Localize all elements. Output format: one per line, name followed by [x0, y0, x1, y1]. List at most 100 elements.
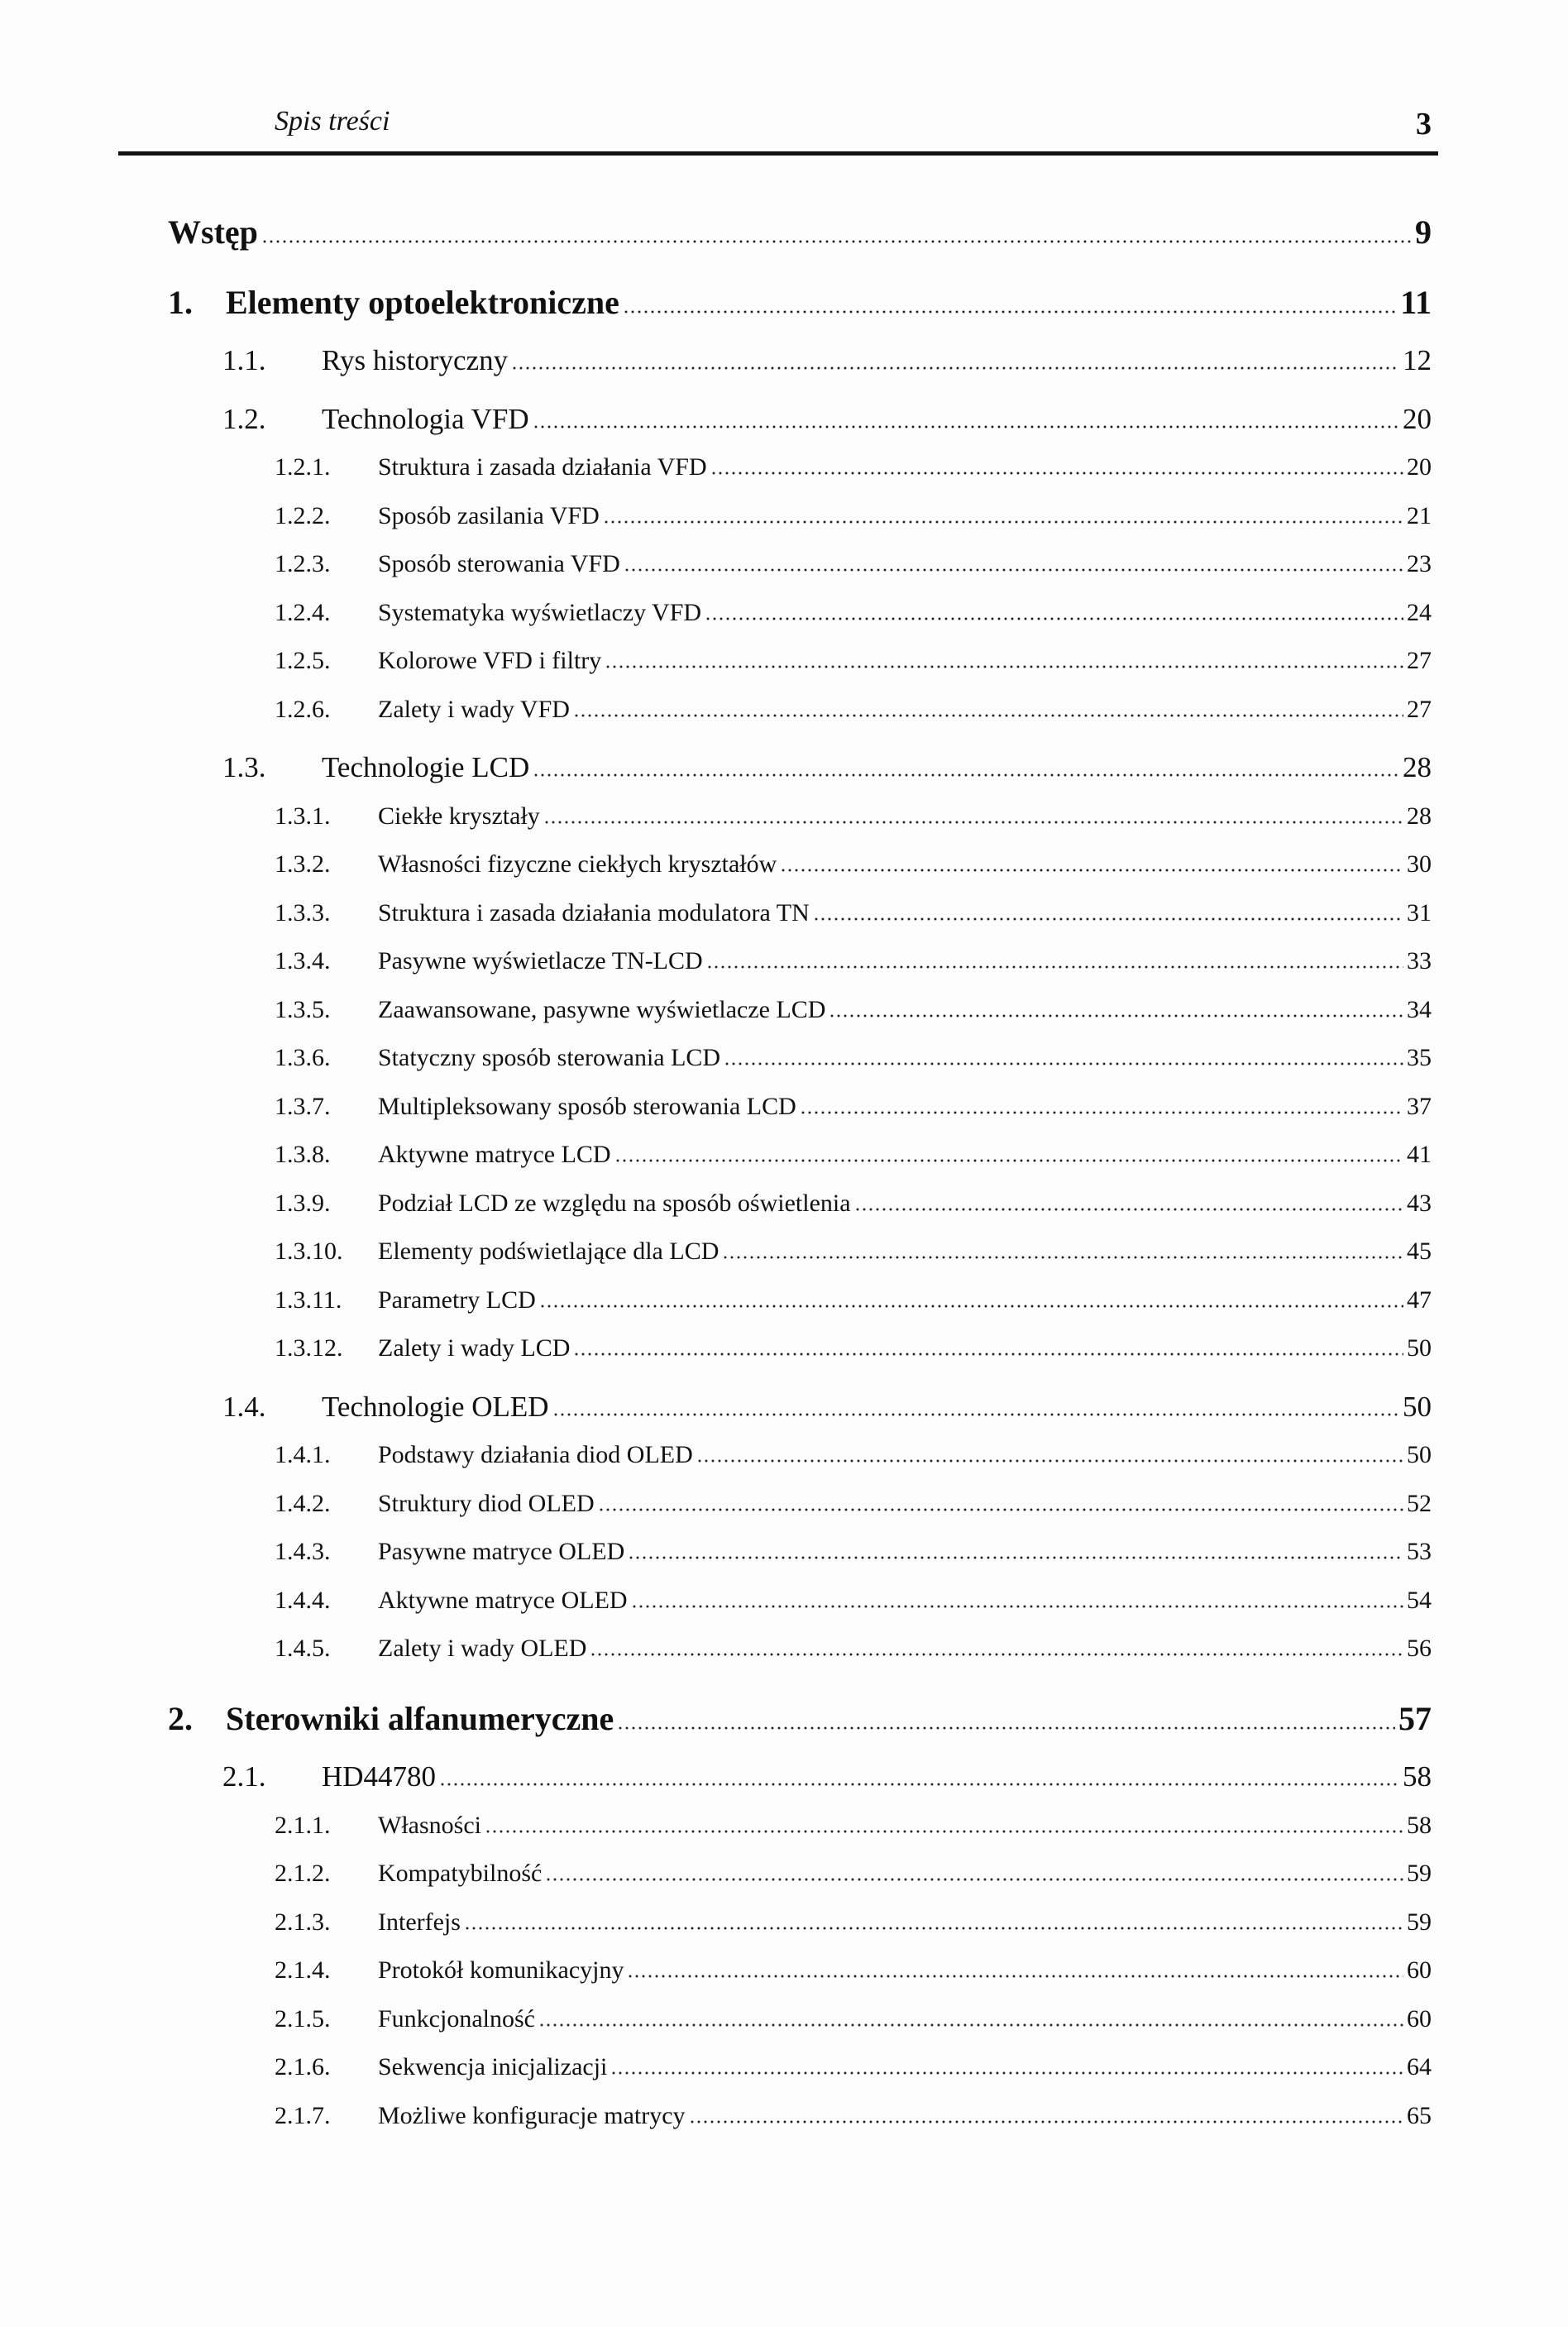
entry-title: Aktywne matryce LCD	[378, 1141, 611, 1168]
toc-entry: 1.3.2. Własności fizyczne ciekłych kryszt…	[168, 840, 1432, 889]
entry-page: 23	[1407, 550, 1432, 577]
table-of-contents: Wstęp 9 1. Elementy optoelektroniczne 11 1.1.…	[168, 208, 1432, 2140]
entry-title: Struktura i zasada działania VFD	[378, 453, 707, 481]
entry-number: 1.3.3.	[275, 898, 331, 926]
toc-entry: 2. Sterowniki alfanumeryczne 57	[168, 1695, 1432, 1744]
toc-entry: 2.1.3. Interfejs 59	[168, 1898, 1432, 1947]
entry-number: 1.3.5.	[275, 995, 331, 1023]
entry-number: 1.3.9.	[275, 1189, 331, 1217]
toc-entry: 2.1.2. Kompatybilność 59	[168, 1850, 1432, 1898]
entry-page: 50	[1403, 1390, 1432, 1423]
entry-title: Ciekłe kryształy	[378, 802, 540, 830]
dot-leader	[605, 665, 1403, 668]
entry-number: 1.3.1.	[275, 802, 331, 830]
entry-number: 1.2.	[222, 402, 266, 435]
dot-leader	[533, 773, 1399, 777]
toc-entry: 1.2.4. Systematyka wyświetlaczy VFD 24	[168, 589, 1432, 638]
dot-leader	[261, 240, 1412, 243]
dot-leader	[602, 520, 1403, 524]
toc-entry: 2.1.4. Protokół komunikacyjny 60	[168, 1946, 1432, 1995]
entry-title: Kompatybilność	[378, 1860, 543, 1887]
dot-leader	[622, 309, 1398, 314]
entry-page: 24	[1407, 598, 1432, 626]
entry-number: 1.4.	[222, 1390, 266, 1423]
entry-page: 53	[1407, 1538, 1432, 1565]
entry-number: 1.4.1.	[275, 1441, 331, 1468]
dot-leader	[538, 2023, 1403, 2027]
entry-number: 1.3.11.	[275, 1286, 342, 1314]
entry-page: 27	[1407, 647, 1432, 674]
entry-page: 59	[1407, 1860, 1432, 1887]
entry-number: 1.3.2.	[275, 850, 331, 878]
toc-entry: 1.1. Rys historyczny 12	[168, 337, 1432, 385]
entry-title: Podział LCD ze względu na sposób oświetl…	[378, 1189, 851, 1217]
dot-leader	[724, 1062, 1403, 1065]
entry-number: 1.3.	[222, 751, 266, 783]
entry-number: 1.4.5.	[275, 1635, 331, 1662]
entry-title: Możliwe konfiguracje matrycy	[378, 2101, 686, 2129]
entry-number: 2.1.2.	[275, 1860, 331, 1887]
entry-title: Struktura i zasada działania modulatora …	[378, 898, 810, 926]
toc-entry: 1.3.5. Zaawansowane, pasywne wyświetlacze…	[168, 986, 1432, 1035]
entry-page: 37	[1407, 1092, 1432, 1120]
entry-title: Technologie OLED	[322, 1390, 549, 1423]
entry-number: 2.1.	[222, 1760, 266, 1793]
entry-page: 45	[1407, 1238, 1432, 1265]
dot-leader	[722, 1256, 1403, 1259]
entry-page: 47	[1407, 1286, 1432, 1314]
dot-leader	[532, 424, 1399, 429]
entry-number: 1.3.10.	[275, 1238, 343, 1265]
entry-page: 12	[1403, 344, 1432, 376]
dot-leader	[610, 2071, 1403, 2075]
dot-leader	[573, 1353, 1403, 1356]
entry-title: Własności fizyczne ciekłych kryształów	[378, 850, 777, 878]
entry-title: Zalety i wady LCD	[378, 1334, 571, 1362]
entry-number: 1.2.4.	[275, 598, 331, 626]
entry-title: Multipleksowany sposób sterowania LCD	[378, 1092, 796, 1120]
entry-title: Podstawy działania diod OLED	[378, 1441, 693, 1468]
dot-leader	[484, 1829, 1403, 1833]
dot-leader	[630, 1604, 1403, 1608]
entry-page: 21	[1407, 501, 1432, 529]
toc-entry: 1. Elementy optoelektroniczne 11	[168, 279, 1432, 328]
toc-entry: 1.2.6. Zalety i wady VFD 27	[168, 686, 1432, 735]
entry-number: 1.3.8.	[275, 1141, 331, 1168]
entry-page: 50	[1407, 1441, 1432, 1468]
entry-page: 33	[1407, 947, 1432, 974]
entry-title: Interfejs	[378, 1908, 461, 1936]
dot-leader	[552, 1412, 1399, 1416]
entry-page: 27	[1407, 695, 1432, 723]
toc-entry: 1.2.3. Sposób sterowania VFD 23	[168, 540, 1432, 589]
toc-entry: 2.1.5. Funkcjonalność 60	[168, 1995, 1432, 2044]
header-rule	[118, 151, 1438, 156]
entry-title: Rys historyczny	[322, 344, 509, 376]
entry-title: Systematyka wyświetlaczy VFD	[378, 598, 702, 626]
entry-page: 9	[1415, 213, 1432, 251]
entry-number: 1.4.4.	[275, 1586, 331, 1614]
entry-number: 1.3.12.	[275, 1334, 343, 1362]
toc-entry: 1.3.3. Struktura i zasada działania modul…	[168, 889, 1432, 938]
entry-number: 2.1.3.	[275, 1908, 331, 1936]
entry-title: Zalety i wady VFD	[378, 695, 570, 723]
page-number: 3	[1416, 107, 1432, 141]
dot-leader	[623, 568, 1403, 572]
entry-number: 1.2.1.	[275, 453, 331, 481]
toc-entry: Wstęp 9	[168, 208, 1432, 257]
entry-title: Wstęp	[168, 213, 258, 251]
toc-entry: 1.4.3. Pasywne matryce OLED 53	[168, 1528, 1432, 1577]
dot-leader	[628, 1556, 1403, 1559]
entry-page: 56	[1407, 1635, 1432, 1662]
dot-leader	[705, 965, 1403, 969]
running-header-title: Spis treści	[275, 106, 390, 136]
entry-page: 34	[1407, 995, 1432, 1023]
dot-leader	[627, 1975, 1403, 1978]
dot-leader	[853, 1207, 1403, 1211]
entry-title: Pasywne matryce OLED	[378, 1538, 625, 1565]
entry-title: Zaawansowane, pasywne wyświetlacze LCD	[378, 995, 826, 1023]
entry-page: 58	[1403, 1760, 1432, 1793]
toc-entry: 2.1.1. Własności 58	[168, 1802, 1432, 1851]
entry-page: 28	[1407, 802, 1432, 830]
entry-title: Sposób zasilania VFD	[378, 501, 600, 529]
dot-leader	[710, 472, 1403, 475]
entry-page: 30	[1407, 850, 1432, 878]
